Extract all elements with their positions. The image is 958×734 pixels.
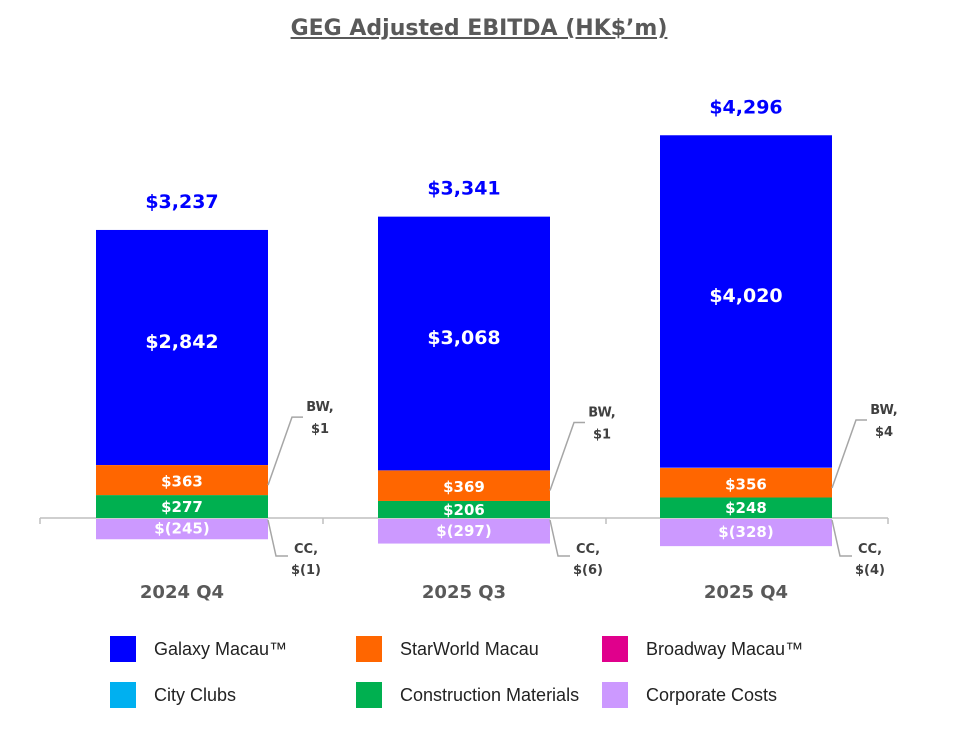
bar-segment-galaxy-macau- (378, 216, 550, 471)
data-label: $369 (443, 478, 485, 496)
data-label: $4,020 (709, 285, 782, 307)
bar-segment-galaxy-macau- (660, 135, 832, 468)
legend-label: Construction Materials (400, 684, 580, 705)
callout-line-city-clubs (549, 519, 570, 557)
callout-label-broadway: $1 (593, 427, 611, 442)
total-label: $4,296 (709, 96, 782, 118)
legend-swatch (110, 682, 136, 708)
data-label: $2,842 (145, 331, 218, 353)
legend-label: Corporate Costs (646, 684, 778, 705)
legend-label: City Clubs (154, 684, 237, 705)
callout-label-city-clubs: $(6) (573, 563, 603, 578)
bar-segment-starworld-macau (660, 468, 832, 498)
data-label: $(245) (154, 520, 209, 538)
callout-line-broadway (267, 416, 303, 486)
bar-segment-construction-materials (660, 497, 832, 518)
total-label: $3,237 (145, 191, 218, 213)
callout-label-city-clubs: $(1) (291, 563, 321, 578)
legend-swatch (356, 682, 382, 708)
callout-label-broadway: $1 (311, 422, 329, 437)
callout-label-city-clubs: CC, (858, 542, 882, 557)
legend-swatch (602, 636, 628, 662)
bar-segment-galaxy-macau- (96, 229, 268, 465)
legend-item: Broadway Macau™ (602, 636, 848, 662)
bar-segment-starworld-macau (96, 465, 268, 496)
legend-item: StarWorld Macau (356, 636, 602, 662)
bar-segment-corporate-costs (378, 519, 550, 544)
data-label: $248 (725, 499, 767, 517)
callout-label-city-clubs: CC, (576, 542, 600, 557)
legend-item: City Clubs (110, 682, 356, 708)
callout-label-broadway: BW, (588, 405, 615, 420)
bar-segment-corporate-costs (96, 519, 268, 540)
callout-line-broadway (549, 421, 585, 491)
legend-swatch (602, 682, 628, 708)
callout-label-city-clubs: CC, (294, 542, 318, 557)
legend-swatch (356, 636, 382, 662)
callout-label-city-clubs: $(4) (855, 563, 885, 578)
callout-label-broadway: BW, (306, 400, 333, 415)
legend-label: StarWorld Macau (400, 638, 539, 659)
callout-line-broadway (831, 419, 867, 489)
callout-label-broadway: BW, (870, 403, 897, 418)
bar-segment-starworld-macau (378, 470, 550, 501)
legend-item: Galaxy Macau™ (110, 636, 356, 662)
legend-swatch (110, 636, 136, 662)
data-label: $277 (161, 498, 203, 516)
legend-item: Corporate Costs (602, 682, 848, 708)
data-label: $363 (161, 473, 203, 491)
legend: Galaxy Macau™ StarWorld Macau Broadway Mac… (110, 636, 870, 708)
bar-segment-corporate-costs (660, 519, 832, 547)
x-tick-label: 2025 Q4 (704, 582, 788, 603)
data-label: $3,068 (427, 327, 500, 349)
bar-segment-construction-materials (96, 495, 268, 518)
callout-line-city-clubs (267, 519, 288, 557)
chart-title: GEG Adjusted EBITDA (HK$’m) (290, 16, 668, 41)
x-tick-label: 2025 Q3 (422, 582, 506, 603)
data-label: $(297) (436, 522, 491, 540)
data-label: $356 (725, 475, 767, 493)
callout-label-broadway: $4 (875, 425, 893, 440)
legend-item: Construction Materials (356, 682, 602, 708)
bar-segment-construction-materials (378, 500, 550, 518)
data-label: $(328) (718, 523, 773, 541)
total-label: $3,341 (427, 178, 500, 200)
x-tick-label: 2024 Q4 (140, 582, 224, 603)
callout-line-city-clubs (831, 519, 852, 557)
stacked-bar-chart: $2,842 $363 $277 $(245) $3,237 BW, $1 CC, $(1) 20… (39, 96, 898, 603)
data-label: $206 (443, 501, 485, 519)
legend-label: Broadway Macau™ (646, 638, 804, 659)
legend-label: Galaxy Macau™ (154, 638, 288, 659)
